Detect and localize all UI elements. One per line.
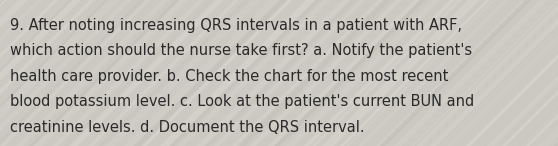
Text: creatinine levels. d. Document the QRS interval.: creatinine levels. d. Document the QRS i… — [10, 120, 365, 135]
Text: which action should the nurse take first? a. Notify the patient's: which action should the nurse take first… — [10, 43, 472, 58]
Text: 9. After noting increasing QRS intervals in a patient with ARF,: 9. After noting increasing QRS intervals… — [10, 18, 462, 33]
Text: blood potassium level. c. Look at the patient's current BUN and: blood potassium level. c. Look at the pa… — [10, 94, 474, 109]
Text: health care provider. b. Check the chart for the most recent: health care provider. b. Check the chart… — [10, 69, 449, 84]
